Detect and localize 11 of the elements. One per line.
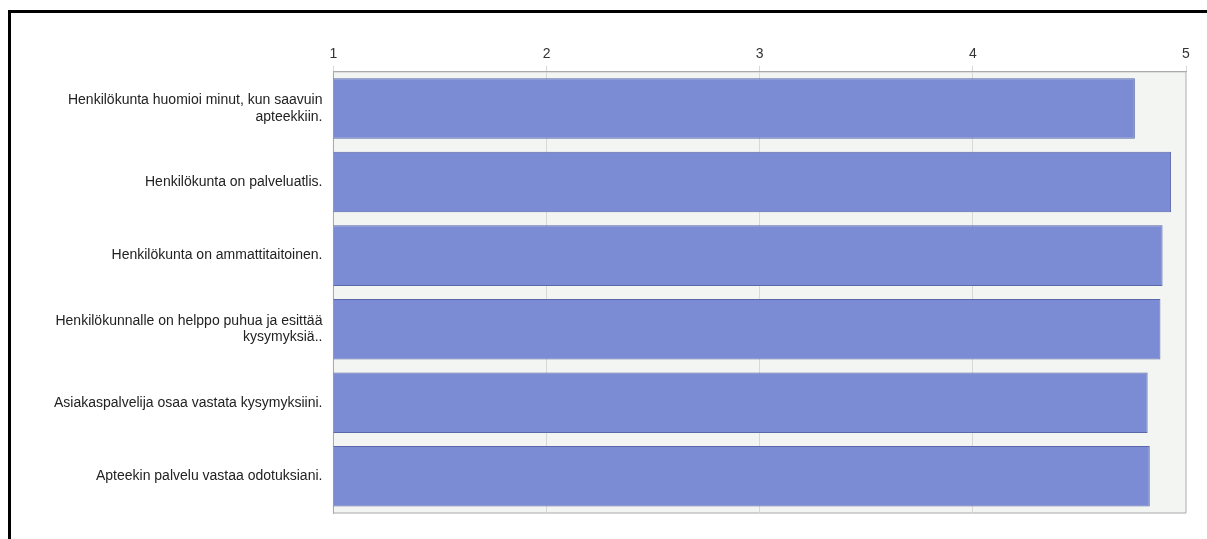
x-tick-label: 1 [329,45,338,62]
y-tick-label: Henkilökunnalle on helppo puhua ja esittää kysymyksiä.. [55,311,323,345]
x-tick-label: 4 [968,45,977,62]
y-tick-label: Apteekin palvelu vastaa odotuksiani. [95,467,323,484]
x-tick-label: 5 [1182,45,1191,62]
y-tick-label: Henkilökunta huomioi minut, kun saavuin apteekkiin. [67,91,323,124]
y-tick-label: Henkilökunta on ammattitaitoinen. [111,246,323,263]
y-tick-label: Asiakaspalvelija osaa vastata kysymyksiini. [53,393,323,410]
x-tick-label: 3 [755,45,764,62]
y-tick-label: Henkilökunta on palveluatlis. [144,172,323,189]
x-tick-label: 2 [542,45,551,62]
